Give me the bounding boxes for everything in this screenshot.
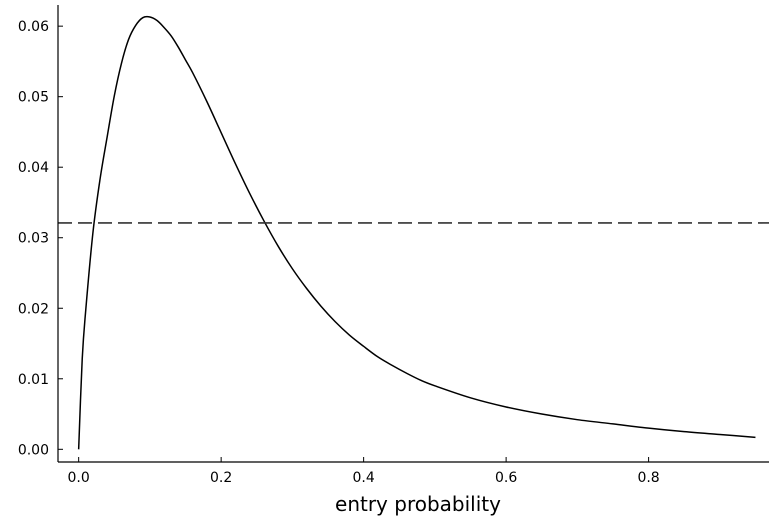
y-tick-label: 0.05 [18,90,49,106]
y-tick-label: 0.00 [18,442,49,458]
y-tick-label: 0.03 [18,231,49,247]
y-tick-label: 0.01 [18,372,49,388]
axes: 0.0 0.2 0.4 0.6 0.8 0.00 0.01 0.02 0.03 0.04 0.05 0… [18,5,769,486]
x-tick-label: 0.2 [210,470,232,486]
curve-line [77,15,756,450]
plot-area [58,15,769,450]
y-tick-label: 0.02 [18,301,49,317]
y-tick-label: 0.06 [18,19,49,35]
x-tick-label: 0.6 [495,470,517,486]
x-tick-label: 0.4 [352,470,374,486]
x-axis-label: entry probability [335,492,501,516]
x-tick-label: 0.8 [637,470,659,486]
x-tick-label: 0.0 [68,470,90,486]
y-tick-label: 0.04 [18,160,49,176]
